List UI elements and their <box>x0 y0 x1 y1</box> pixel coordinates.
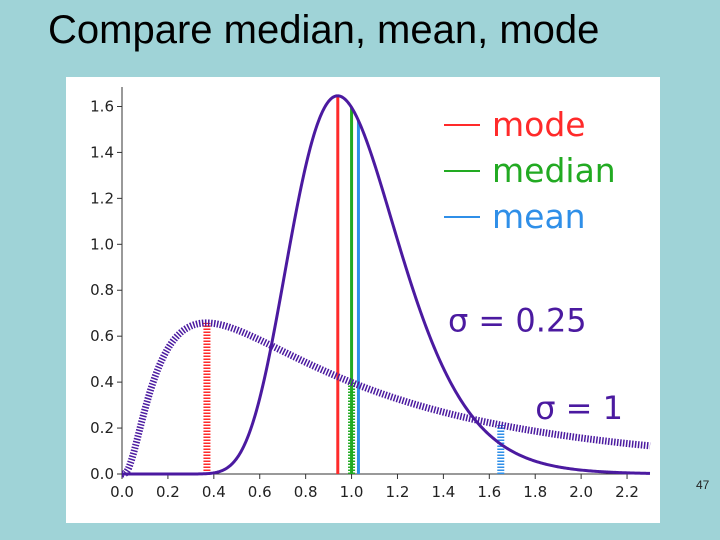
lognormal-chart: 0.0 0.2 0.4 0.6 0.8 1.0 1.2 1.4 1.6 1.8 2.0 2.2 0.0 0… <box>90 87 653 501</box>
y-tick-label: 0.0 <box>90 465 114 483</box>
x-tick-label: 2.0 <box>569 483 593 501</box>
y-tick-label: 0.4 <box>90 373 114 391</box>
series-curve <box>121 94 651 476</box>
legend-label: median <box>492 151 616 190</box>
x-tick-label: 0.8 <box>294 483 318 501</box>
y-tick-label: 1.0 <box>90 235 114 253</box>
legend-label: mode <box>492 105 586 144</box>
x-tick-label: 0.0 <box>110 483 134 501</box>
y-tick-label: 0.8 <box>90 281 114 299</box>
y-tick-label: 1.6 <box>90 97 114 115</box>
chart-panel: 0.0 0.2 0.4 0.6 0.8 1.0 1.2 1.4 1.6 1.8 2.0 2.2 0.0 0… <box>66 77 660 523</box>
legend-label: mean <box>492 197 586 236</box>
slide-title: Compare median, mean, mode <box>48 8 600 52</box>
x-tick-label: 0.6 <box>248 483 272 501</box>
y-tick-label: 0.2 <box>90 419 114 437</box>
x-tick-label: 1.2 <box>386 483 410 501</box>
curve-annotation: σ = 1 <box>535 389 623 427</box>
x-tick-label: 1.6 <box>477 483 501 501</box>
x-tick-label: 1.8 <box>523 483 547 501</box>
page-number: 47 <box>696 478 710 492</box>
x-tick-label: 0.4 <box>202 483 226 501</box>
curve-annotation: σ = 0.25 <box>448 302 587 340</box>
x-tick-label: 1.4 <box>431 483 455 501</box>
y-tick-label: 1.2 <box>90 189 114 207</box>
x-tick-label: 2.2 <box>615 483 639 501</box>
x-tick-label: 0.2 <box>156 483 180 501</box>
x-tick-label: 1.0 <box>340 483 364 501</box>
y-tick-label: 0.6 <box>90 327 114 345</box>
series-curve <box>119 319 653 478</box>
y-tick-label: 1.4 <box>90 143 114 161</box>
